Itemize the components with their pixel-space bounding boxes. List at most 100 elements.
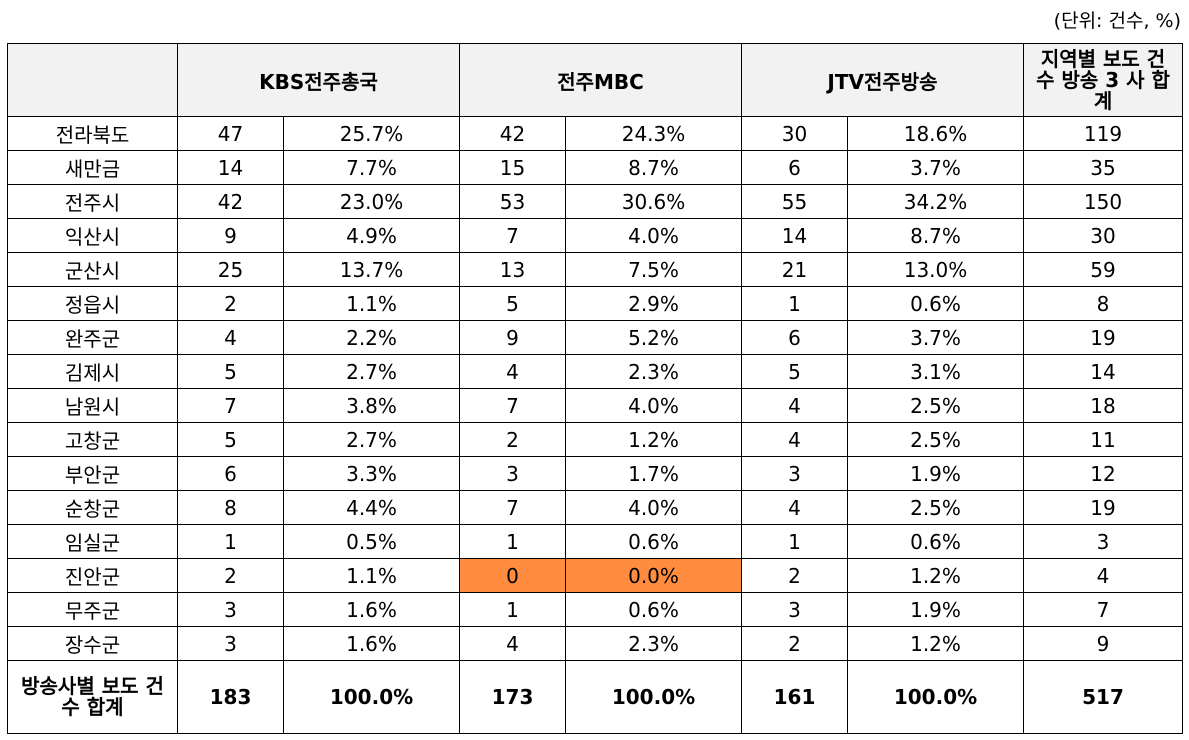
- header-blank: [7, 43, 178, 117]
- region-cell: 김제시: [7, 354, 178, 389]
- kbs-percent-cell: 0.5%: [283, 524, 460, 559]
- total-cell: 119: [1023, 116, 1184, 151]
- mbc-count-cell: 3: [459, 456, 566, 491]
- jtv-count-cell: 6: [741, 320, 848, 355]
- table-row: 순창군 8 4.4% 7 4.0% 4 2.5% 19: [7, 490, 1184, 525]
- kbs-percent-cell: 3.3%: [283, 456, 460, 491]
- mbc-percent-cell: 30.6%: [565, 184, 742, 219]
- kbs-total-count: 183: [177, 660, 284, 734]
- mbc-percent-cell: 24.3%: [565, 116, 742, 151]
- total-label: 방송사별 보도 건수 합계: [7, 660, 178, 734]
- mbc-percent-cell: 4.0%: [565, 388, 742, 423]
- table-row: 부안군 6 3.3% 3 1.7% 3 1.9% 12: [7, 456, 1184, 491]
- jtv-total-percent: 100.0%: [846, 660, 1025, 734]
- total-cell: 150: [1023, 184, 1184, 219]
- mbc-percent-cell: 2.3%: [565, 626, 742, 661]
- jtv-percent-cell: 1.9%: [846, 592, 1025, 627]
- table-row: 정읍시 2 1.1% 5 2.9% 1 0.6% 8: [7, 286, 1184, 321]
- region-cell: 전주시: [7, 184, 178, 219]
- table-row: 새만금 14 7.7% 15 8.7% 6 3.7% 35: [7, 150, 1184, 185]
- jtv-percent-cell: 13.0%: [846, 252, 1025, 287]
- region-cell: 남원시: [7, 388, 178, 423]
- kbs-percent-cell: 3.8%: [283, 388, 460, 423]
- total-cell: 18: [1023, 388, 1184, 423]
- kbs-percent-cell: 1.1%: [283, 286, 460, 321]
- mbc-count-cell: 0: [459, 558, 566, 593]
- kbs-percent-cell: 13.7%: [283, 252, 460, 287]
- kbs-percent-cell: 1.1%: [283, 558, 460, 593]
- table-row: 임실군 1 0.5% 1 0.6% 1 0.6% 3: [7, 524, 1184, 559]
- mbc-percent-cell: 0.6%: [565, 524, 742, 559]
- kbs-percent-cell: 25.7%: [283, 116, 460, 151]
- kbs-percent-cell: 23.0%: [283, 184, 460, 219]
- kbs-percent-cell: 4.4%: [283, 490, 460, 525]
- kbs-count-cell: 5: [177, 422, 284, 457]
- header-kbs: KBS전주총국: [177, 43, 460, 117]
- mbc-percent-cell: 7.5%: [565, 252, 742, 287]
- mbc-count-cell: 1: [459, 592, 566, 627]
- mbc-count-cell: 5: [459, 286, 566, 321]
- mbc-count-cell: 7: [459, 388, 566, 423]
- jtv-count-cell: 2: [741, 558, 848, 593]
- grand-total: 517: [1023, 660, 1184, 734]
- region-cell: 고창군: [7, 422, 178, 457]
- kbs-count-cell: 7: [177, 388, 284, 423]
- region-cell: 무주군: [7, 592, 178, 627]
- kbs-count-cell: 4: [177, 320, 284, 355]
- jtv-percent-cell: 2.5%: [846, 388, 1025, 423]
- region-cell: 장수군: [7, 626, 178, 661]
- mbc-total-count: 173: [459, 660, 566, 734]
- kbs-percent-cell: 4.9%: [283, 218, 460, 253]
- broadcast-report-table: KBS전주총국 전주MBC JTV전주방송 지역별 보도 건수 방송 3 사 합…: [7, 43, 1184, 734]
- total-cell: 59: [1023, 252, 1184, 287]
- total-cell: 8: [1023, 286, 1184, 321]
- jtv-percent-cell: 2.5%: [846, 490, 1025, 525]
- kbs-percent-cell: 7.7%: [283, 150, 460, 185]
- kbs-total-percent: 100.0%: [283, 660, 460, 734]
- mbc-percent-cell: 2.9%: [565, 286, 742, 321]
- table-row: 진안군 2 1.1% 0 0.0% 2 1.2% 4: [7, 558, 1184, 593]
- jtv-percent-cell: 18.6%: [846, 116, 1025, 151]
- jtv-count-cell: 2: [741, 626, 848, 661]
- table-row: 고창군 5 2.7% 2 1.2% 4 2.5% 11: [7, 422, 1184, 457]
- mbc-count-cell: 1: [459, 524, 566, 559]
- total-cell: 12: [1023, 456, 1184, 491]
- jtv-percent-cell: 34.2%: [846, 184, 1025, 219]
- kbs-count-cell: 42: [177, 184, 284, 219]
- jtv-count-cell: 4: [741, 490, 848, 525]
- kbs-percent-cell: 2.7%: [283, 354, 460, 389]
- kbs-count-cell: 5: [177, 354, 284, 389]
- jtv-percent-cell: 0.6%: [846, 286, 1025, 321]
- table-row: 군산시 25 13.7% 13 7.5% 21 13.0% 59: [7, 252, 1184, 287]
- jtv-percent-cell: 3.1%: [846, 354, 1025, 389]
- table-row: 무주군 3 1.6% 1 0.6% 3 1.9% 7: [7, 592, 1184, 627]
- table-row: 김제시 5 2.7% 4 2.3% 5 3.1% 14: [7, 354, 1184, 389]
- total-cell: 3: [1023, 524, 1184, 559]
- jtv-count-cell: 6: [741, 150, 848, 185]
- kbs-count-cell: 14: [177, 150, 284, 185]
- jtv-percent-cell: 0.6%: [846, 524, 1025, 559]
- header-mbc: 전주MBC: [459, 43, 742, 117]
- mbc-count-cell: 13: [459, 252, 566, 287]
- header-total: 지역별 보도 건수 방송 3 사 합계: [1023, 43, 1184, 117]
- jtv-percent-cell: 1.9%: [846, 456, 1025, 491]
- total-cell: 19: [1023, 490, 1184, 525]
- kbs-percent-cell: 1.6%: [283, 592, 460, 627]
- jtv-percent-cell: 1.2%: [846, 626, 1025, 661]
- total-cell: 19: [1023, 320, 1184, 355]
- kbs-percent-cell: 2.7%: [283, 422, 460, 457]
- mbc-total-percent: 100.0%: [565, 660, 742, 734]
- region-cell: 전라북도: [7, 116, 178, 151]
- kbs-count-cell: 3: [177, 626, 284, 661]
- mbc-percent-cell: 2.3%: [565, 354, 742, 389]
- jtv-count-cell: 14: [741, 218, 848, 253]
- region-cell: 군산시: [7, 252, 178, 287]
- region-cell: 진안군: [7, 558, 178, 593]
- total-cell: 4: [1023, 558, 1184, 593]
- jtv-count-cell: 30: [741, 116, 848, 151]
- jtv-total-count: 161: [741, 660, 848, 734]
- total-cell: 30: [1023, 218, 1184, 253]
- kbs-percent-cell: 1.6%: [283, 626, 460, 661]
- mbc-percent-cell: 5.2%: [565, 320, 742, 355]
- mbc-count-cell: 15: [459, 150, 566, 185]
